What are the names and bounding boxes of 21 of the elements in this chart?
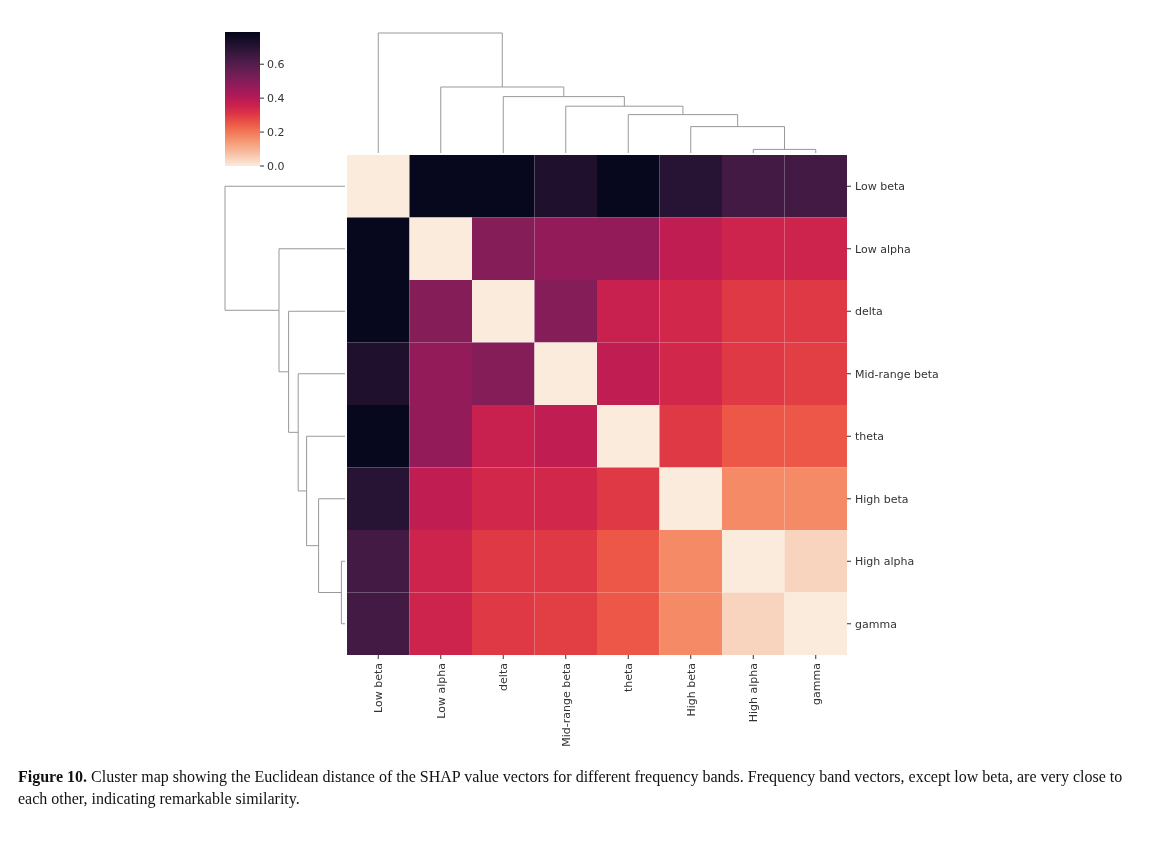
x-tick-label: High beta (684, 663, 698, 717)
y-tick-label: High beta (855, 492, 909, 506)
caption: Figure 10. Cluster map showing the Euclidean distance of the SHAP value vectors for different frequency bands. Frequency band vectors, except low beta, are very close to each other, indicating remarkable similarity. (18, 767, 1124, 810)
color-bar-label: 0.4 (267, 92, 285, 105)
y-tick-label: Mid-range beta (855, 367, 939, 381)
x-tick-label: gamma (809, 663, 823, 705)
x-tick-label: Mid-range beta (559, 663, 573, 747)
y-tick-label: Low beta (855, 180, 905, 194)
y-tick-label: theta (855, 430, 885, 444)
color-bar-label: 0.2 (267, 125, 285, 139)
x-tick-label: High alpha (747, 663, 761, 723)
x-tick-label: theta (622, 663, 636, 693)
color-bar-label: 0.0 (267, 159, 285, 173)
y-tick-label: High alpha (855, 555, 915, 569)
color-bar-label: 0.6 (267, 58, 285, 72)
y-tick-label: gamma (855, 617, 897, 631)
y-tick-label: Low alpha (855, 242, 911, 256)
x-tick-label: delta (497, 663, 511, 691)
x-tick-label: Low beta (372, 663, 386, 713)
x-tick-label: Low alpha (434, 663, 448, 719)
y-tick-label: delta (855, 305, 883, 319)
